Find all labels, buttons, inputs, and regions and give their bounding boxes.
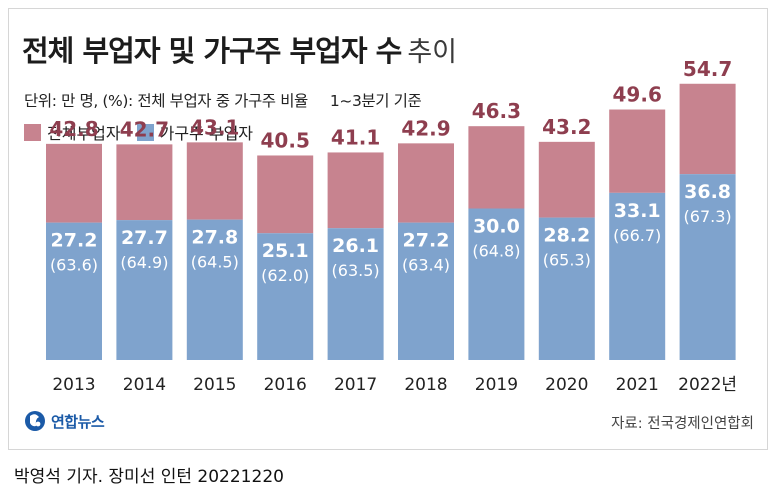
bar-head [538, 217, 595, 360]
bar-total [609, 109, 666, 193]
legend-swatch-total [24, 123, 41, 141]
bar-total [468, 126, 525, 209]
data-label-head: 25.1 [262, 240, 309, 262]
data-label-ratio: (65.3) [543, 251, 591, 270]
data-label-head: 36.8 [684, 181, 731, 203]
bar-total [46, 143, 102, 223]
data-label-ratio: (62.0) [261, 266, 309, 285]
legend-item-head: 가구주 부업자 [136, 120, 254, 144]
data-label-total: 42.7 [120, 117, 169, 141]
data-label-ratio: (64.5) [191, 253, 239, 272]
bar-head [116, 220, 173, 360]
legend-swatch-head [136, 123, 154, 141]
data-label-head: 27.2 [51, 230, 98, 252]
data-label-ratio: (66.7) [613, 226, 661, 245]
data-label-head: 30.0 [473, 216, 520, 238]
bar-head [186, 219, 243, 360]
data-label-ratio: (63.5) [332, 261, 380, 280]
x-tick-label: 2018 [404, 375, 447, 395]
data-label-ratio: (64.8) [472, 242, 520, 261]
data-label-total: 41.1 [331, 125, 380, 149]
x-tick-label: 2020 [545, 375, 588, 395]
bar-head [46, 222, 102, 360]
bar-head [679, 174, 736, 360]
x-tick-label: 2016 [264, 375, 307, 395]
data-label-total: 42.8 [49, 117, 98, 141]
data-label-total: 49.6 [613, 83, 662, 107]
credit-line: 박영석 기자. 장미선 인턴 20221220 [14, 467, 284, 487]
yonhap-logo: 연합뉴스 [24, 410, 105, 432]
yonhap-logo-icon [25, 411, 45, 431]
unit-note-right: 1~3분기 기준 [329, 92, 422, 110]
bar-total [257, 155, 314, 234]
x-tick-label: 2021 [616, 375, 659, 395]
legend: 전체부업자 가구주 부업자 [24, 120, 269, 144]
source-note: 자료: 전국경제인연합회 [611, 416, 754, 432]
bar-total [327, 152, 384, 229]
data-label-head: 27.7 [121, 227, 168, 249]
unit-note: 단위: 만 명, (%): 전체 부업자 중 가구주 비율 1~3분기 기준 [24, 89, 422, 111]
data-label-ratio: (67.3) [684, 207, 732, 226]
bar-total [186, 142, 243, 220]
bar-total [679, 83, 736, 175]
chart-title-sub: 추이 [407, 37, 458, 68]
x-tick-label: 2019 [475, 375, 518, 395]
legend-label-total: 전체부업자 [47, 124, 121, 143]
data-label-total: 46.3 [472, 99, 521, 123]
chart-title-main: 전체 부업자 및 가구주 부업자 수 [22, 34, 402, 68]
data-label-total: 40.5 [261, 128, 310, 152]
bar-head [609, 192, 666, 360]
data-label-total: 43.2 [542, 115, 591, 139]
data-label-total: 42.9 [401, 116, 450, 140]
data-label-total: 43.1 [190, 115, 239, 139]
x-tick-label: 2015 [193, 375, 236, 395]
x-tick-label: 2017 [334, 375, 377, 395]
unit-note-left: 단위: 만 명, (%): 전체 부업자 중 가구주 비율 [24, 92, 308, 110]
bar-head [398, 222, 454, 360]
data-label-head: 27.2 [403, 230, 450, 252]
data-label-head: 28.2 [543, 225, 590, 247]
data-label-ratio: (63.6) [50, 256, 98, 275]
data-label-head: 27.8 [191, 227, 238, 249]
bar-head [468, 208, 525, 360]
bar-total [398, 143, 454, 223]
bar-total [538, 141, 595, 218]
chart-title: 전체 부업자 및 가구주 부업자 수 추이 [22, 28, 457, 70]
legend-label-head: 가구주 부업자 [159, 124, 254, 143]
data-label-ratio: (64.9) [120, 253, 168, 272]
yonhap-logo-text: 연합뉴스 [51, 412, 105, 431]
x-tick-label: 2014 [123, 375, 166, 395]
x-tick-label: 2013 [52, 375, 95, 395]
data-label-head: 26.1 [332, 235, 379, 257]
bar-total [116, 144, 173, 221]
data-label-head: 33.1 [614, 200, 661, 222]
bar-head [257, 233, 314, 360]
legend-item-total: 전체부업자 [24, 120, 121, 144]
x-tick-label: 2022년 [678, 375, 737, 395]
data-label-total: 54.7 [683, 57, 732, 81]
bar-head [327, 228, 384, 360]
data-label-ratio: (63.4) [402, 256, 450, 275]
